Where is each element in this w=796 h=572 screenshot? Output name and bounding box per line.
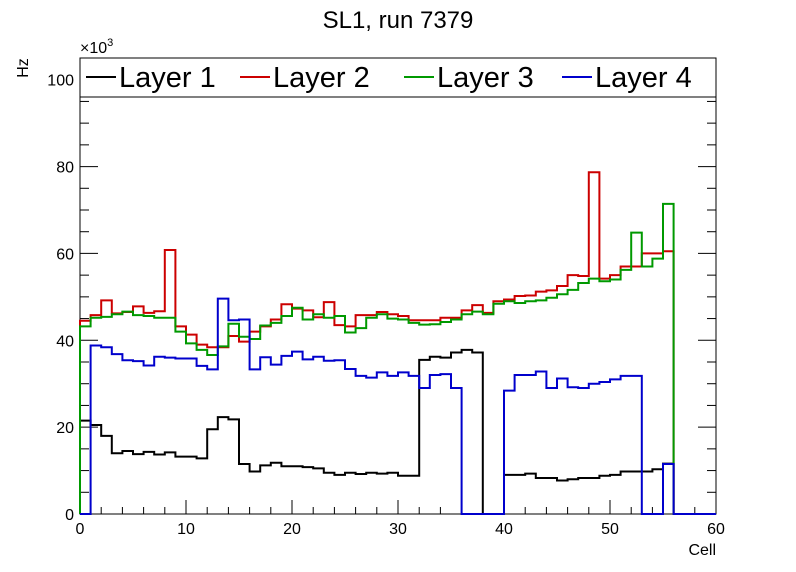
- series-line-layer-4: [80, 297, 716, 515]
- x-tick-label: 0: [76, 521, 85, 538]
- y-tick-label: 0: [65, 507, 74, 524]
- legend-box: [79, 57, 717, 98]
- y-tick-label: 40: [56, 333, 74, 350]
- x-axis-label: Cell: [688, 542, 716, 559]
- series-line-layer-2: [79, 171, 716, 515]
- legend-entry-layer-3: Layer 3: [404, 62, 534, 94]
- y-tick-label: 80: [56, 160, 74, 177]
- legend-label: Layer 2: [273, 62, 370, 94]
- x-tick-label: 10: [177, 521, 195, 538]
- legend: Layer 1 Layer 2 Layer 3 Layer 4: [79, 57, 717, 98]
- series-line-layer-3: [79, 202, 716, 515]
- legend-label: Layer 1: [119, 62, 216, 94]
- series-line-layer-1: [79, 348, 716, 515]
- x-tick-label: 30: [389, 521, 407, 538]
- x-tick-label: 60: [707, 521, 725, 538]
- series-layer: [79, 171, 716, 515]
- chart-title: SL1, run 7379: [323, 7, 474, 34]
- axis-ticks: 0 10 20 30 40 50 60 0 20 40 60 80 100: [47, 57, 725, 538]
- legend-label: Layer 3: [437, 62, 534, 94]
- x-tick-label: 20: [283, 521, 301, 538]
- y-axis-multiplier-exponent: 3: [107, 37, 113, 49]
- legend-entry-layer-4: Layer 4: [562, 62, 692, 94]
- y-tick-label: 60: [56, 246, 74, 263]
- legend-label: Layer 4: [595, 62, 692, 94]
- legend-entry-layer-2: Layer 2: [240, 62, 370, 94]
- y-tick-label: 100: [47, 73, 74, 90]
- x-tick-label: 50: [601, 521, 619, 538]
- y-axis-multiplier-base: ×10: [80, 40, 107, 57]
- x-tick-label: 40: [495, 521, 513, 538]
- legend-entry-layer-1: Layer 1: [86, 62, 216, 94]
- y-axis-multiplier: ×103: [80, 37, 113, 57]
- y-axis-label: Hz: [15, 58, 32, 78]
- y-tick-label: 20: [56, 420, 74, 437]
